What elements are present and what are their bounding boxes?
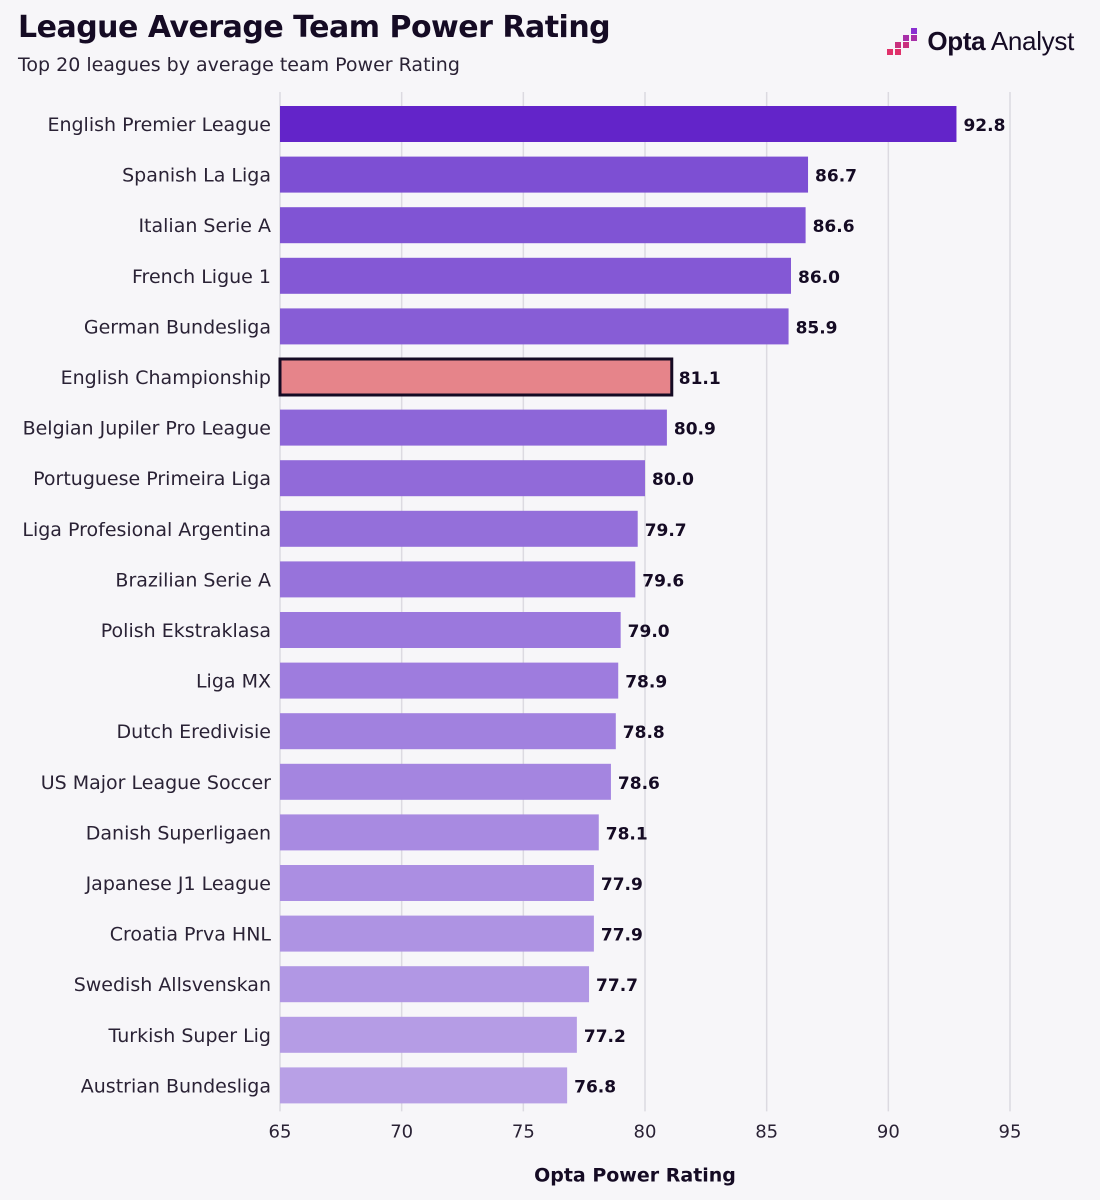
bar bbox=[280, 763, 611, 800]
bar bbox=[280, 1067, 568, 1104]
logo-text-bold: Opta bbox=[927, 26, 986, 56]
x-axis-title: Opta Power Rating bbox=[534, 1164, 736, 1186]
logo-text-rest: Analyst bbox=[985, 26, 1074, 56]
chart-title: League Average Team Power Rating bbox=[18, 10, 611, 45]
bar bbox=[280, 207, 806, 244]
label-layer: 65 70 75 80 85 90 95 English Premier League 92.8… bbox=[22, 114, 1021, 1142]
value-label: 78.8 bbox=[623, 723, 665, 743]
value-label: 78.1 bbox=[606, 824, 648, 844]
chart-subtitle: Top 20 leagues by average team Power Rat… bbox=[18, 54, 460, 76]
bar bbox=[280, 156, 809, 193]
category-label: Austrian Bundesliga bbox=[81, 1075, 271, 1097]
category-label: German Bundesliga bbox=[84, 316, 271, 338]
bar bbox=[280, 510, 638, 547]
category-label: Danish Superligaen bbox=[86, 822, 271, 844]
category-label: US Major League Soccer bbox=[41, 772, 271, 794]
bar bbox=[280, 409, 667, 446]
category-label: Croatia Prva HNL bbox=[110, 924, 272, 946]
category-label: Dutch Eredivisie bbox=[117, 721, 271, 743]
value-label: 92.8 bbox=[963, 116, 1005, 136]
value-label: 77.9 bbox=[601, 875, 643, 895]
category-label: Liga Profesional Argentina bbox=[22, 519, 271, 541]
x-tick-label: 85 bbox=[755, 1121, 778, 1142]
bar bbox=[280, 865, 594, 901]
bar bbox=[280, 915, 594, 952]
x-tick-label: 70 bbox=[390, 1121, 413, 1142]
x-tick-label: 80 bbox=[634, 1121, 657, 1142]
category-label: English Premier League bbox=[47, 114, 271, 136]
x-tick-label: 75 bbox=[512, 1121, 535, 1142]
grid-layer bbox=[279, 92, 1011, 1112]
bar bbox=[280, 460, 645, 497]
value-label: 79.0 bbox=[628, 622, 670, 642]
x-tick-label: 65 bbox=[269, 1121, 292, 1142]
category-label: Portuguese Primeira Liga bbox=[33, 468, 271, 490]
category-label: Swedish Allsvenskan bbox=[74, 974, 271, 996]
value-label: 77.7 bbox=[596, 976, 638, 996]
value-label: 80.0 bbox=[652, 470, 694, 490]
bar bbox=[280, 561, 636, 598]
category-label: Polish Ekstraklasa bbox=[101, 620, 271, 642]
bar bbox=[280, 308, 789, 345]
bar-highlighted bbox=[278, 357, 674, 397]
value-label: 78.9 bbox=[625, 673, 667, 693]
logo-text: Opta Analyst bbox=[927, 26, 1074, 57]
bar bbox=[280, 713, 616, 750]
value-label: 86.7 bbox=[815, 167, 857, 187]
category-label: English Championship bbox=[61, 367, 271, 389]
bar bbox=[280, 257, 791, 294]
bar-layer bbox=[278, 106, 957, 1104]
category-label: Brazilian Serie A bbox=[115, 569, 271, 591]
value-label: 76.8 bbox=[574, 1077, 616, 1097]
opta-bars-icon bbox=[887, 27, 918, 55]
bar bbox=[280, 612, 621, 648]
value-label: 85.9 bbox=[796, 318, 838, 338]
category-label: Liga MX bbox=[196, 671, 271, 693]
value-label: 86.6 bbox=[813, 217, 855, 237]
value-label: 77.9 bbox=[601, 926, 643, 946]
value-label: 86.0 bbox=[798, 268, 840, 288]
category-label: Italian Serie A bbox=[138, 215, 271, 237]
category-label: French Ligue 1 bbox=[132, 266, 271, 288]
category-label: Japanese J1 League bbox=[85, 873, 271, 895]
bar bbox=[280, 966, 590, 1003]
value-label: 79.7 bbox=[645, 521, 687, 541]
value-label: 77.2 bbox=[584, 1027, 626, 1047]
bar bbox=[280, 1016, 577, 1053]
value-label: 81.1 bbox=[679, 369, 721, 389]
bar bbox=[280, 662, 619, 699]
category-label: Turkish Super Lig bbox=[108, 1025, 271, 1047]
category-label: Spanish La Liga bbox=[122, 165, 271, 187]
value-label: 78.6 bbox=[618, 774, 660, 794]
value-label: 79.6 bbox=[642, 571, 684, 591]
bar bbox=[280, 106, 957, 142]
category-label: Belgian Jupiler Pro League bbox=[23, 418, 271, 440]
x-tick-label: 95 bbox=[999, 1121, 1022, 1142]
value-label: 80.9 bbox=[674, 420, 716, 440]
opta-analyst-logo: Opta Analyst bbox=[887, 26, 1074, 57]
x-tick-label: 90 bbox=[877, 1121, 900, 1142]
bar bbox=[280, 814, 599, 851]
